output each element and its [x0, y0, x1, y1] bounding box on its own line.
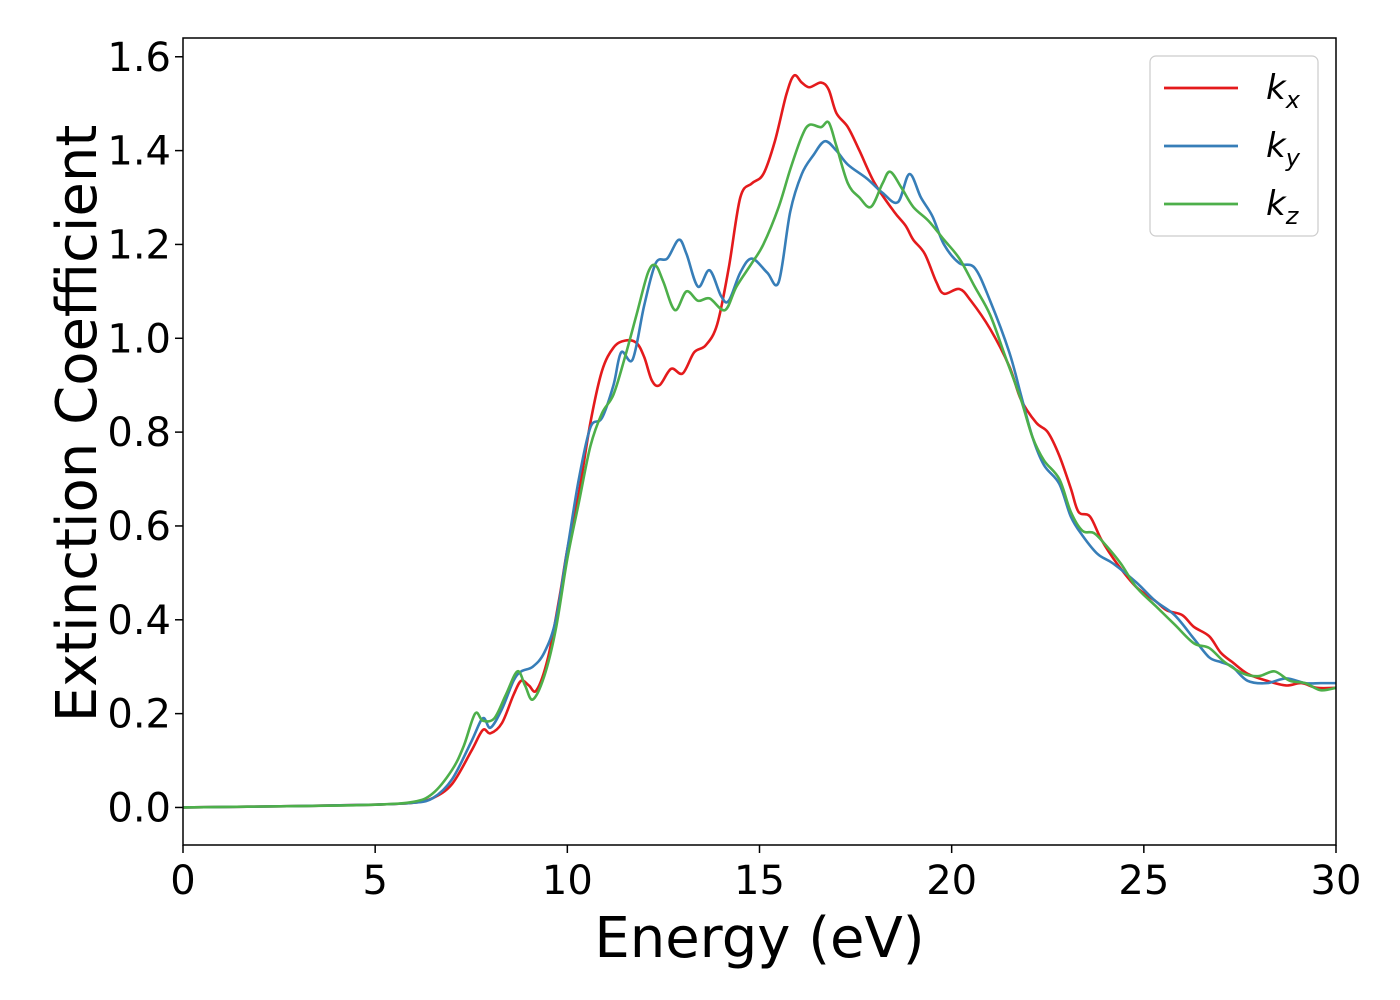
y-tick-label: 1.0 [107, 316, 171, 362]
x-tick-label: 30 [1311, 858, 1362, 904]
y-axis: 0.0 0.2 0.4 0.6 0.8 1.0 1.2 1.4 1.6 [107, 35, 183, 831]
legend-label-y: ky [1266, 126, 1301, 172]
x-tick-label: 5 [362, 858, 387, 904]
x-tick-label: 10 [542, 858, 593, 904]
y-tick-label: 0.6 [107, 504, 171, 550]
legend-label-x: kx [1266, 68, 1301, 114]
x-tick-label: 0 [170, 858, 195, 904]
x-tick-label: 25 [1118, 858, 1169, 904]
y-tick-label: 0.0 [107, 785, 171, 831]
y-tick-label: 1.4 [107, 129, 171, 175]
legend: kx ky kz [1149, 55, 1319, 237]
x-axis: 0 5 10 15 20 25 30 [170, 845, 1361, 904]
y-tick-label: 1.2 [107, 222, 171, 268]
y-tick-label: 0.2 [107, 692, 171, 738]
x-tick-label: 15 [734, 858, 785, 904]
series-line-y [183, 139, 1336, 809]
y-axis-title: Extinction Coefficient [45, 125, 110, 723]
x-tick-label: 20 [926, 858, 977, 904]
y-tick-label: 0.8 [107, 410, 171, 456]
y-tick-label: 1.6 [107, 35, 171, 81]
series-line-z [183, 120, 1336, 809]
x-axis-title: Energy (eV) [594, 906, 924, 971]
y-tick-label: 0.4 [107, 598, 171, 644]
plot-lines [183, 73, 1336, 809]
legend-label-z: kz [1266, 184, 1300, 230]
